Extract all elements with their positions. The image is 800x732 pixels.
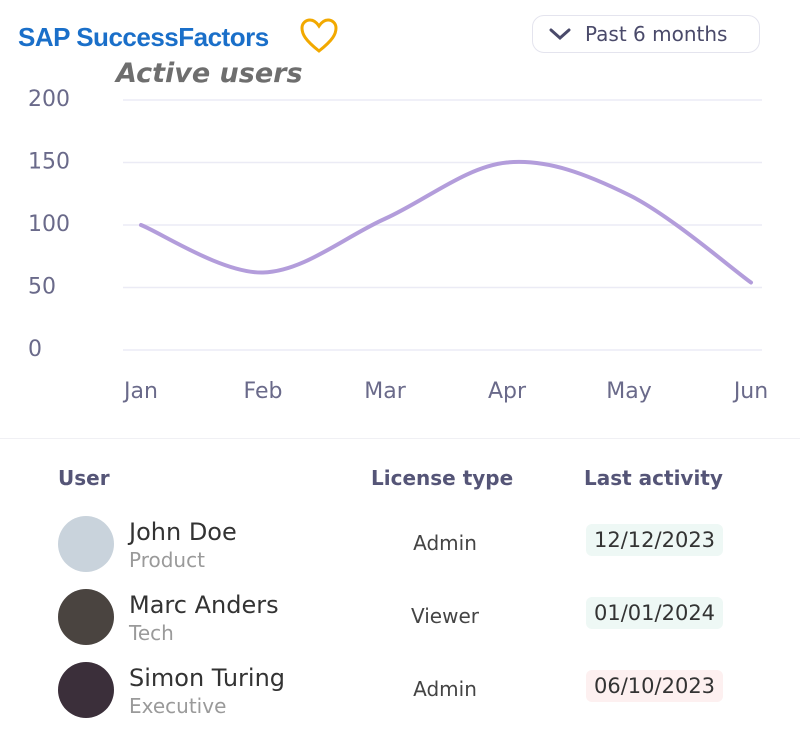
column-header: User [58,466,110,490]
avatar [58,589,114,645]
period-label: Past 6 months [585,22,728,46]
license-type: Admin [413,531,477,555]
column-header: License type [371,466,514,490]
y-tick-label: 150 [28,150,70,175]
x-tick-label: Mar [364,379,406,404]
last-activity: 12/12/2023 [586,524,724,556]
column-header: Last activity [584,466,723,490]
user-name: Simon Turing [129,664,286,692]
user-role: Product [129,548,205,572]
user-name: John Doe [129,518,237,546]
last-activity: 01/01/2024 [586,597,724,629]
y-tick-label: 0 [28,337,42,362]
x-tick-label: Feb [244,379,283,404]
x-tick-label: Jun [732,379,768,404]
separator [0,438,800,439]
y-tick-label: 100 [28,212,70,237]
license-type: Admin [413,677,477,701]
heart-icon[interactable] [300,18,338,54]
license-type: Viewer [411,604,479,628]
period-dropdown[interactable]: Past 6 months [532,15,760,53]
chevron [549,28,571,41]
table-row[interactable]: Simon Turing Executive Admin 06/10/2023 [0,660,800,720]
avatar [58,662,114,718]
x-tick-label: Apr [488,379,527,404]
y-tick-label: 50 [28,275,56,300]
x-tick-label: Jan [122,379,158,404]
table-row[interactable]: Marc Anders Tech Viewer 01/01/2024 [0,587,800,647]
user-name: Marc Anders [129,591,279,619]
x-tick-label: May [606,379,651,404]
avatar [58,516,114,572]
chart-title: Active users [116,58,303,89]
user-role: Executive [129,694,227,718]
table-row[interactable]: John Doe Product Admin 12/12/2023 [0,514,800,574]
line [139,159,753,285]
user-role: Tech [129,621,174,645]
brand: SAP SuccessFactors [18,22,269,52]
last-activity: 06/10/2023 [586,670,724,702]
y-tick-label: 200 [28,87,70,112]
chart: 0 50 100 150 200 Jan Feb Mar Apr May Jun [28,87,768,404]
